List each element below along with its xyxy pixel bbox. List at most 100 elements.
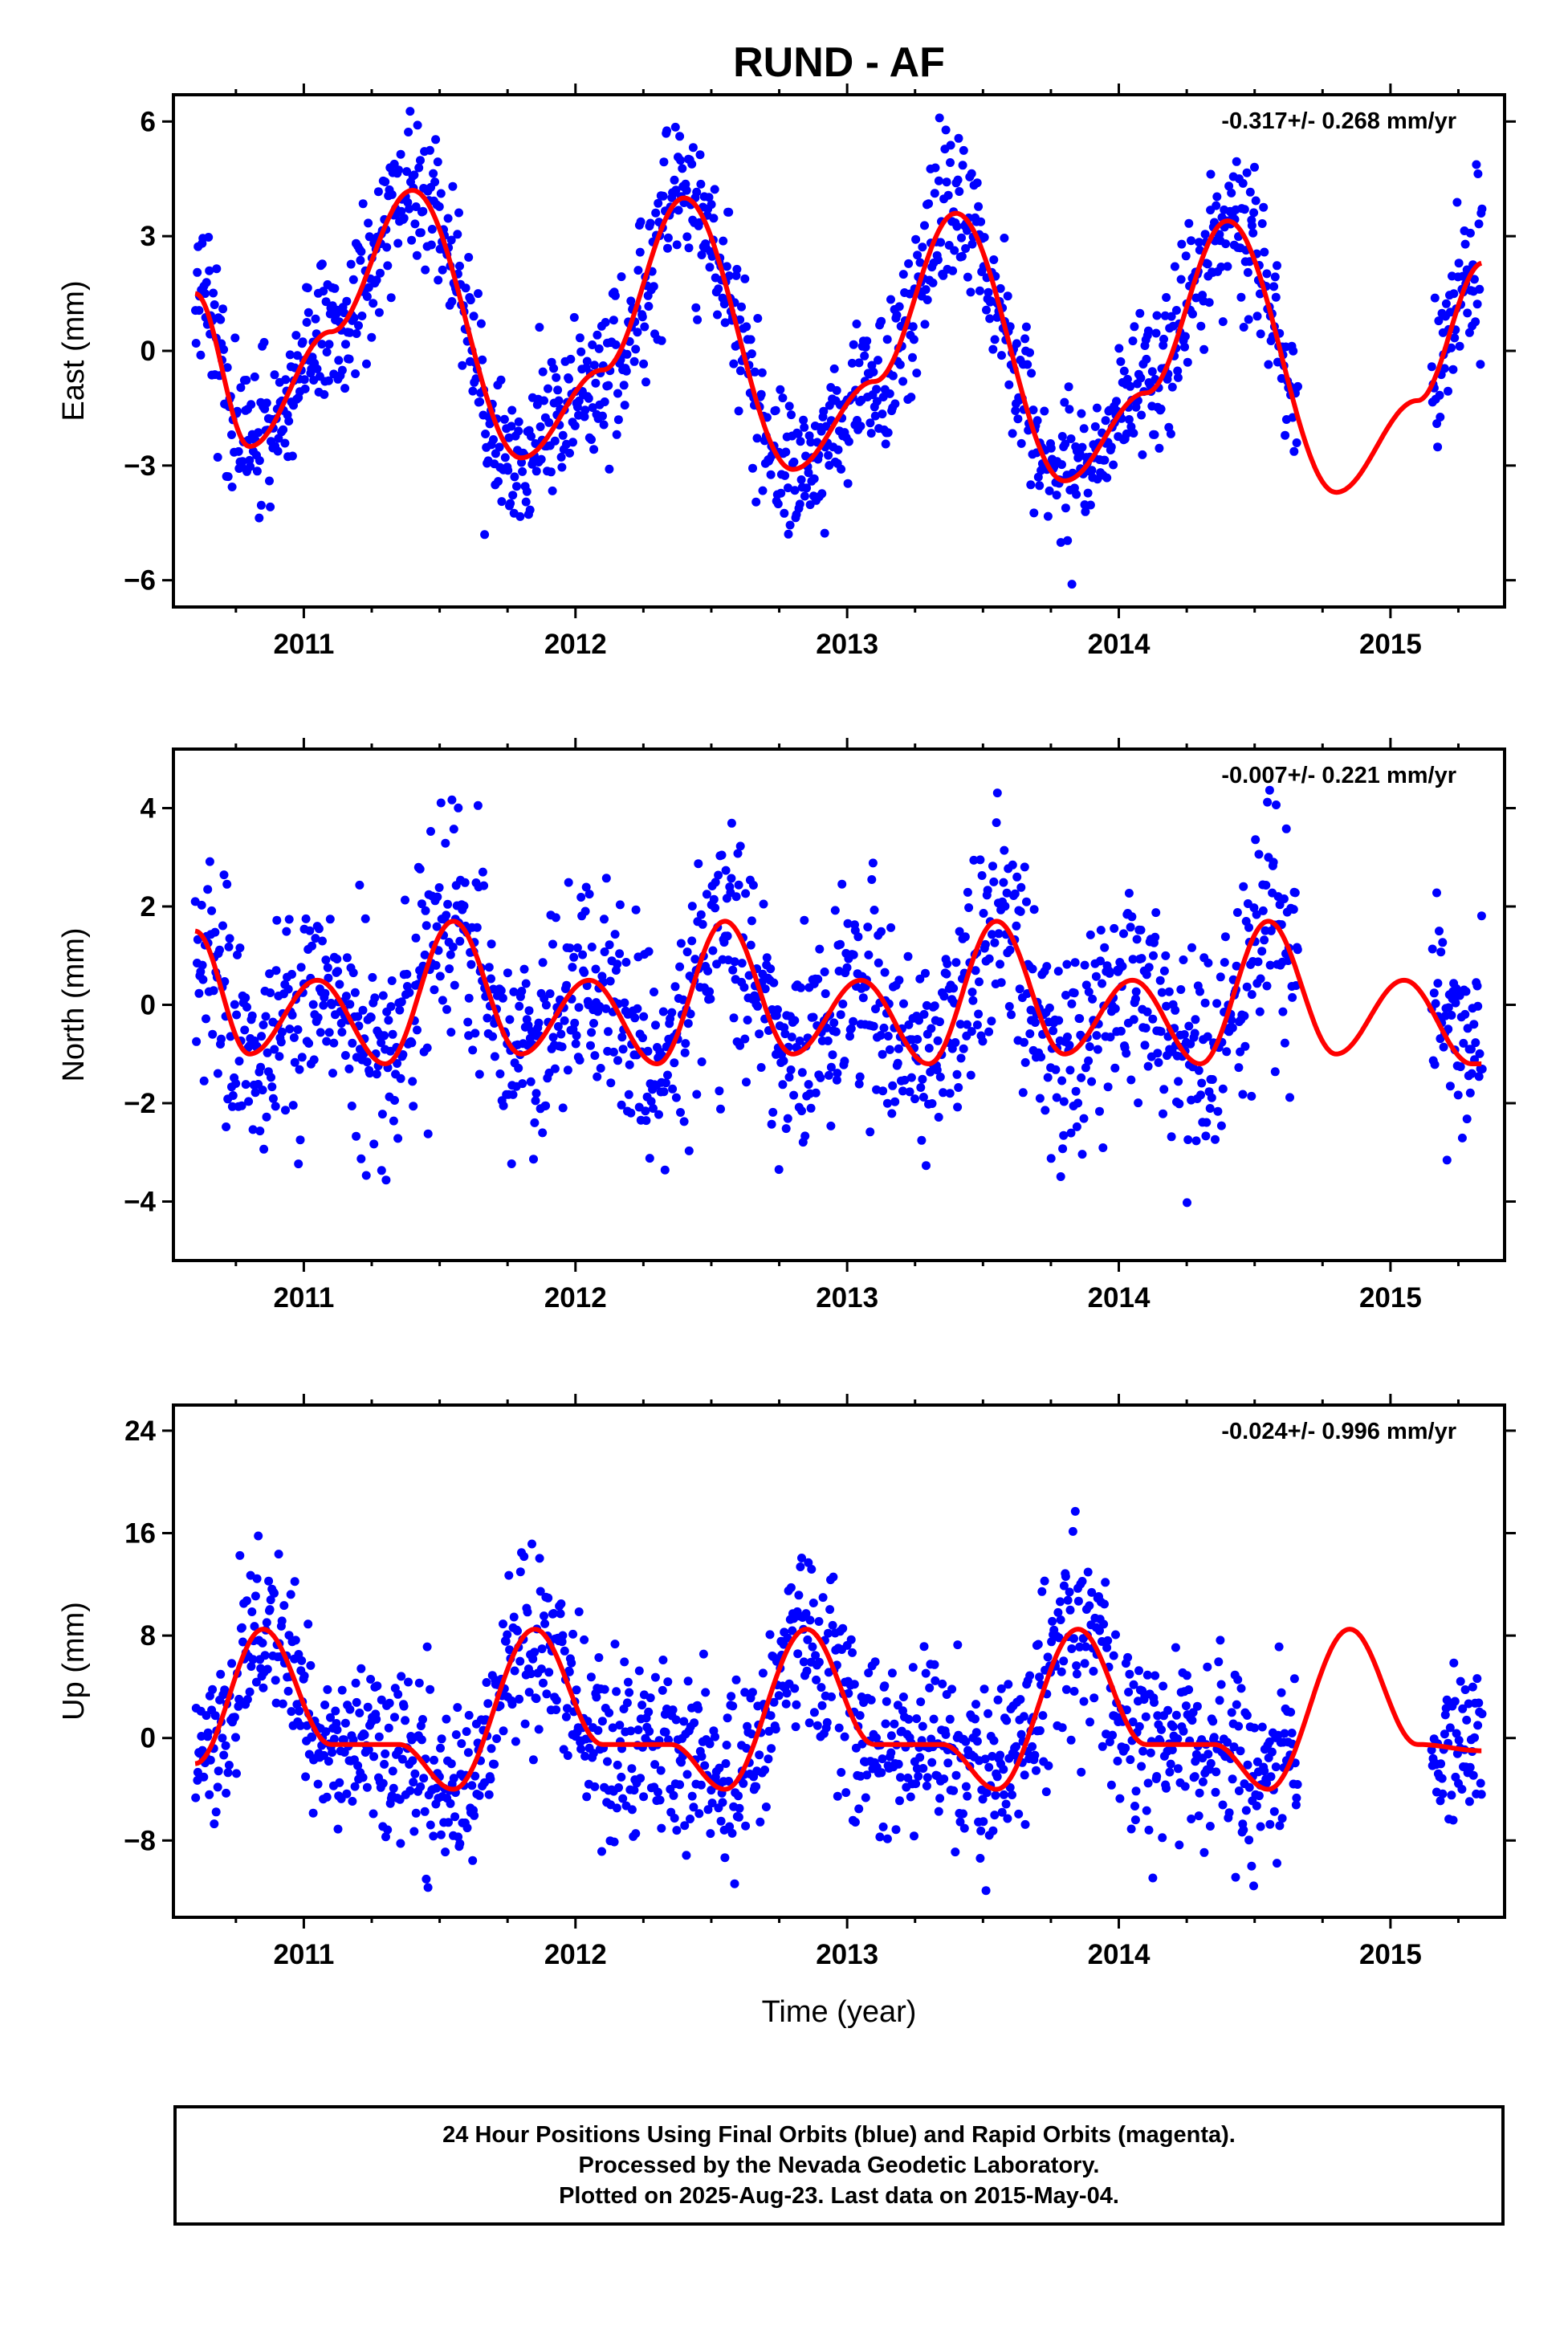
data-point <box>888 1081 898 1090</box>
data-point <box>481 430 491 438</box>
data-point <box>1049 1026 1058 1036</box>
data-point <box>538 367 548 377</box>
data-point <box>342 296 352 306</box>
data-point <box>356 246 366 256</box>
data-point <box>1438 938 1448 947</box>
data-point <box>918 1721 927 1731</box>
data-point <box>1040 406 1049 416</box>
data-point <box>765 1630 775 1640</box>
data-point <box>917 1135 927 1145</box>
data-point <box>680 1821 690 1831</box>
data-point <box>1440 364 1449 373</box>
data-point <box>429 169 438 178</box>
data-point <box>766 964 776 974</box>
data-point <box>727 1828 737 1838</box>
data-point <box>1060 397 1069 407</box>
data-point <box>943 959 952 968</box>
data-point <box>1287 1729 1297 1737</box>
data-point <box>824 1070 833 1080</box>
data-point <box>613 959 622 969</box>
data-point <box>501 1636 511 1646</box>
data-point <box>1057 432 1067 441</box>
data-point <box>955 1020 965 1029</box>
data-point <box>396 149 405 159</box>
data-point <box>1073 1098 1083 1108</box>
data-point <box>932 1065 942 1075</box>
data-point <box>1041 1106 1050 1115</box>
data-point <box>883 1032 893 1041</box>
data-point <box>766 470 776 479</box>
data-point <box>376 268 385 278</box>
data-point <box>1166 429 1175 438</box>
y-tick-label: −8 <box>124 1825 156 1856</box>
y-axis-label: Up (mm) <box>57 1602 91 1721</box>
data-point <box>421 265 430 275</box>
data-point <box>545 989 555 999</box>
data-point <box>1102 1643 1112 1652</box>
data-point <box>1250 1723 1260 1733</box>
data-point <box>454 208 463 218</box>
data-point <box>661 1078 670 1088</box>
data-point <box>704 193 714 202</box>
data-point <box>824 1628 833 1638</box>
data-point <box>793 1649 803 1659</box>
data-point <box>946 158 955 167</box>
data-point <box>679 1117 689 1126</box>
data-point <box>1061 503 1070 513</box>
data-point <box>1131 402 1141 412</box>
data-point <box>734 1791 743 1801</box>
data-point <box>1070 958 1080 967</box>
data-point <box>594 344 604 353</box>
data-point <box>414 163 424 173</box>
data-point <box>1464 328 1474 337</box>
data-point <box>1256 974 1265 984</box>
data-point <box>659 157 669 167</box>
data-point <box>1168 1722 1178 1731</box>
data-point <box>415 864 425 874</box>
data-point <box>783 1633 792 1643</box>
data-point <box>615 949 625 959</box>
data-point <box>833 1791 842 1801</box>
data-point <box>580 1635 589 1644</box>
data-point <box>790 1684 800 1693</box>
data-point <box>287 1010 297 1020</box>
data-point <box>213 453 222 462</box>
data-point <box>546 467 556 477</box>
data-point <box>1465 1762 1475 1772</box>
data-point <box>1124 415 1134 424</box>
data-point <box>1190 1772 1199 1782</box>
data-point <box>1176 275 1186 284</box>
data-point <box>410 219 420 229</box>
data-point <box>773 499 783 509</box>
data-point <box>444 1818 453 1827</box>
data-point <box>927 1099 937 1108</box>
data-point <box>261 1012 271 1021</box>
data-point <box>363 1702 373 1712</box>
data-point <box>411 1808 421 1818</box>
data-point <box>1466 1045 1476 1054</box>
data-point <box>331 1706 340 1716</box>
data-point <box>538 1128 548 1138</box>
data-point <box>337 365 347 375</box>
data-point <box>268 1094 278 1103</box>
data-point <box>569 312 579 322</box>
data-point <box>1144 963 1154 972</box>
data-point <box>920 221 929 230</box>
data-point <box>993 1695 1003 1705</box>
data-point <box>639 1012 649 1021</box>
footer-caption-box: 24 Hour Positions Using Final Orbits (bl… <box>173 2105 1505 2226</box>
data-point <box>618 1045 628 1054</box>
data-point <box>731 1675 741 1684</box>
data-point <box>1021 322 1031 332</box>
fit-line <box>193 919 1483 1066</box>
data-point <box>1173 1734 1183 1744</box>
data-point <box>1239 323 1248 332</box>
data-point <box>696 910 706 919</box>
data-point <box>1203 1662 1212 1672</box>
data-point <box>1108 1730 1118 1740</box>
data-point <box>620 401 629 410</box>
data-point <box>353 1012 363 1021</box>
data-point <box>1179 1030 1189 1039</box>
data-point <box>1057 1723 1067 1733</box>
data-point <box>1286 1708 1296 1717</box>
